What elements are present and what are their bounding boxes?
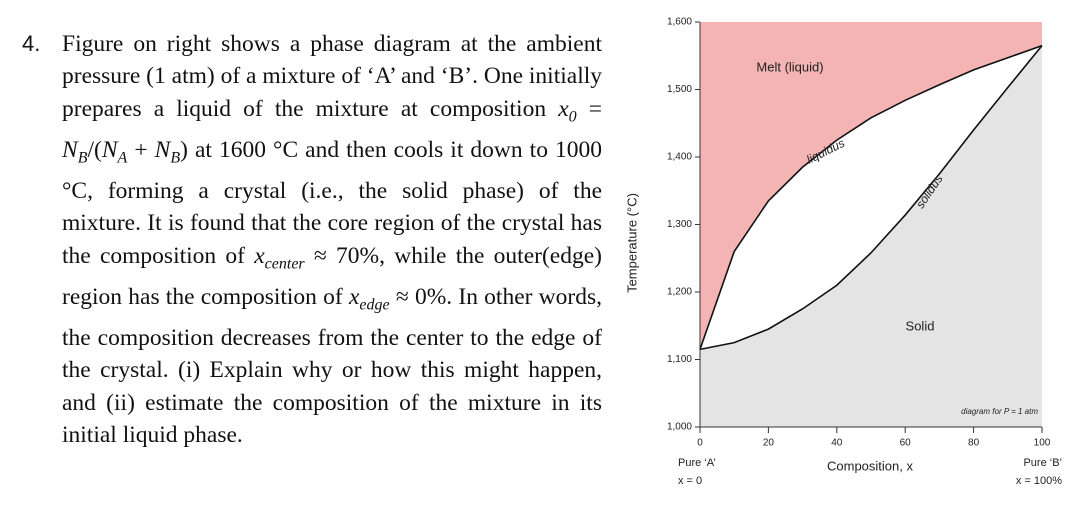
y-tick-label: 1,300 bbox=[667, 219, 692, 230]
text: at 1600 °C and then cools it down to 100… bbox=[62, 136, 602, 269]
x-tick-label: 100 bbox=[1034, 438, 1051, 449]
region-label: Melt (liquid) bbox=[756, 59, 823, 74]
question-body: Figure on right shows a phase diagram at… bbox=[62, 28, 602, 452]
math-op: ) bbox=[180, 136, 188, 163]
math-sub-text: A bbox=[117, 149, 128, 167]
math-var: N bbox=[62, 136, 78, 163]
text: Figure on right shows a phase diagram at… bbox=[62, 31, 602, 122]
math-sub: center bbox=[265, 256, 305, 273]
y-tick-label: 1,400 bbox=[667, 152, 692, 163]
y-tick-label: 1,600 bbox=[667, 17, 692, 28]
melt-region bbox=[700, 22, 1042, 350]
math-op: /( bbox=[87, 136, 102, 163]
phase-boundary bbox=[699, 44, 1043, 350]
region-label: Solid bbox=[906, 318, 935, 333]
math-sub: B bbox=[78, 150, 88, 167]
math: xedge bbox=[348, 283, 390, 314]
text: ≈ 0%. In other words, the composition de… bbox=[62, 283, 603, 449]
x-tick-label: 20 bbox=[763, 438, 775, 449]
end-label: x = 100% bbox=[1016, 475, 1062, 487]
math-sub: B bbox=[170, 150, 180, 167]
math-var: N bbox=[154, 136, 171, 163]
math-sub-text: center bbox=[264, 255, 305, 273]
math-sub-text: B bbox=[77, 149, 88, 167]
solid-region bbox=[700, 45, 1042, 427]
math-sub-text: B bbox=[170, 149, 181, 167]
math-sub-text: 0 bbox=[568, 108, 577, 126]
y-tick-label: 1,000 bbox=[667, 422, 692, 433]
x-tick-label: 40 bbox=[831, 438, 843, 449]
math-op: + bbox=[127, 136, 155, 163]
question: 4. Figure on right shows a phase diagram… bbox=[22, 28, 602, 452]
math-var: x bbox=[348, 283, 360, 310]
y-tick-label: 1,500 bbox=[667, 84, 692, 95]
note: diagram for P = 1 atm bbox=[961, 407, 1038, 416]
x-tick-label: 60 bbox=[900, 438, 912, 449]
math-sub: edge bbox=[359, 297, 389, 314]
y-tick-label: 1,200 bbox=[667, 287, 692, 298]
end-label: Pure ‘A’ bbox=[678, 457, 716, 469]
math-var: x bbox=[254, 242, 265, 269]
x-tick-label: 80 bbox=[968, 438, 980, 449]
math-sub: 0 bbox=[569, 109, 577, 126]
end-label: Pure ‘B’ bbox=[1023, 457, 1062, 469]
math-sub: A bbox=[118, 150, 128, 167]
math-op: = bbox=[576, 95, 602, 122]
x-tick-label: 0 bbox=[697, 438, 703, 449]
math: xcenter bbox=[254, 242, 304, 273]
end-label: x = 0 bbox=[678, 475, 702, 487]
y-tick-label: 1,100 bbox=[667, 354, 692, 365]
math-sub-text: edge bbox=[359, 296, 390, 314]
math: x0 = NB/(NA + NB) bbox=[62, 95, 602, 167]
math-var: N bbox=[101, 136, 118, 163]
text: ≈ 70%, while the outer(edge) region has … bbox=[62, 242, 602, 310]
x-axis-label: Composition, x bbox=[827, 458, 913, 473]
phase-boundary bbox=[699, 45, 1043, 351]
math-var: x bbox=[558, 95, 569, 122]
question-number: 4. bbox=[22, 31, 41, 56]
y-axis-label: Temperature (°C) bbox=[624, 193, 639, 293]
